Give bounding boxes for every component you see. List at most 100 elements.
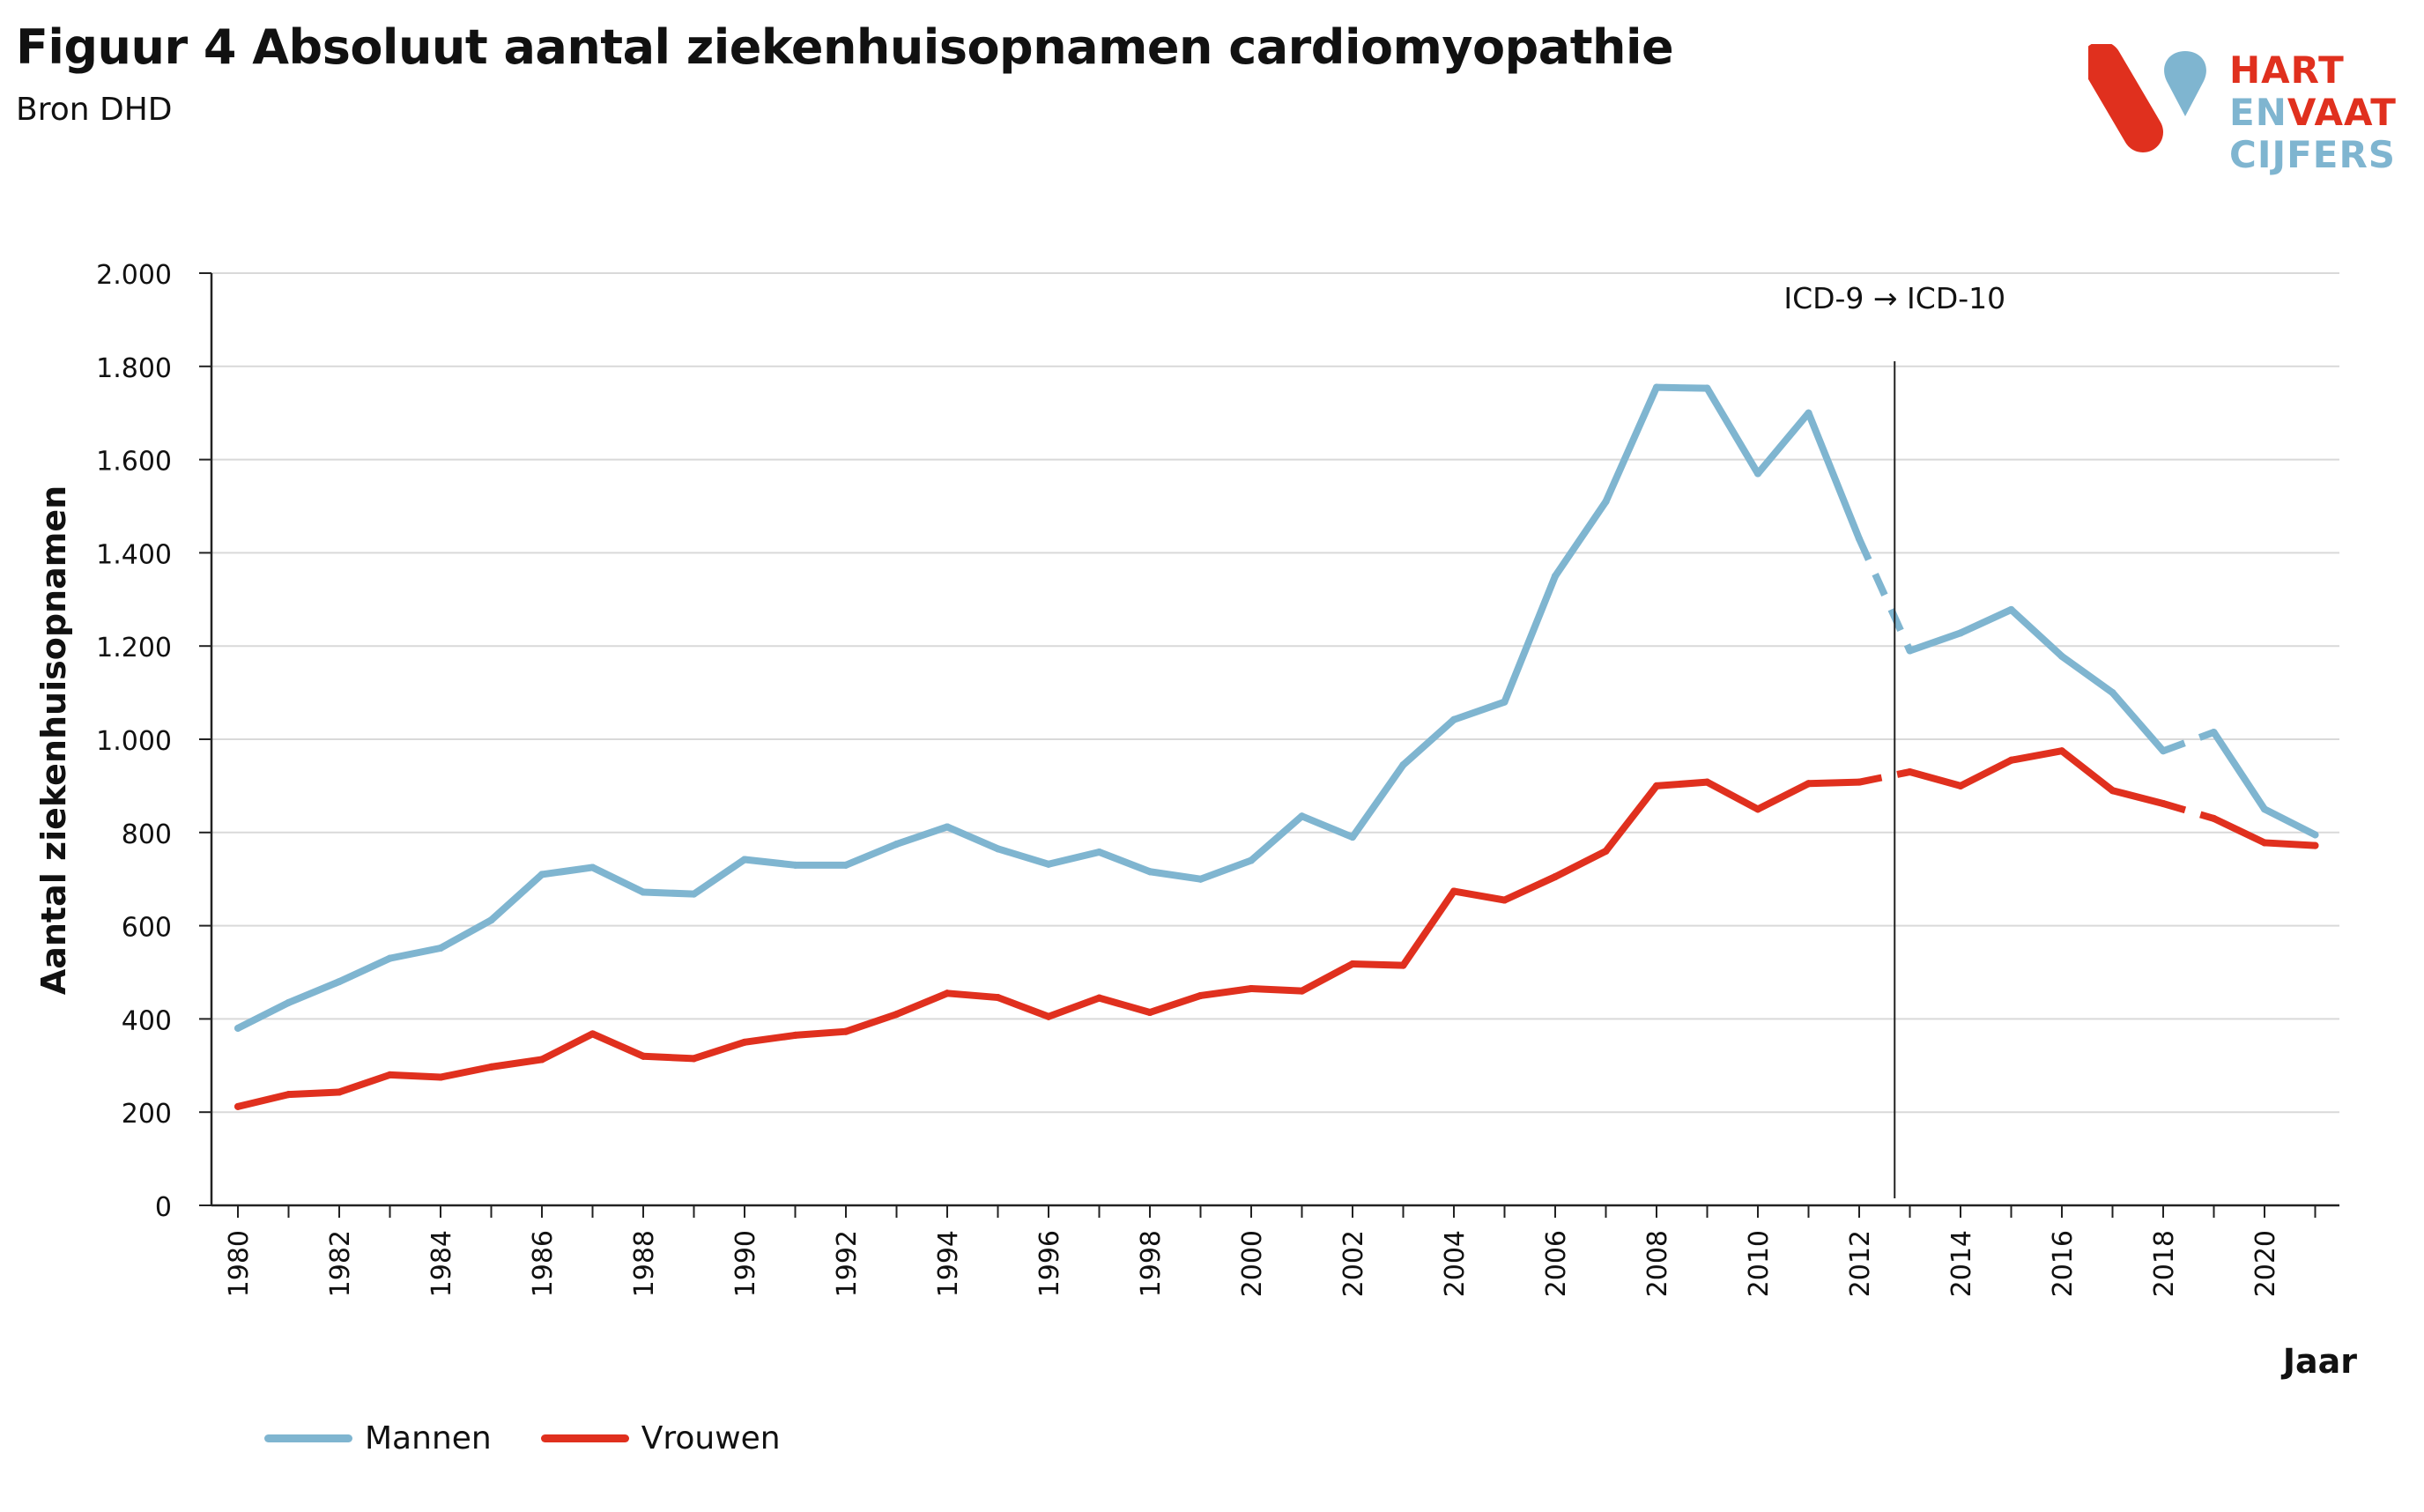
data-point-vrouwen	[1349, 960, 1356, 967]
data-point-vrouwen	[487, 1063, 495, 1071]
data-point-vrouwen	[994, 994, 1002, 1002]
data-point-mannen	[1349, 834, 1356, 841]
series-segment-mannen	[1095, 849, 1153, 876]
data-point-vrouwen	[944, 989, 951, 997]
data-point-mannen	[1552, 572, 1559, 580]
y-tick-label: 0	[155, 1192, 172, 1223]
series-segment-vrouwen	[1957, 756, 2015, 789]
icd-annotation-label: ICD-9 → ICD-10	[1783, 281, 2005, 315]
data-point-mannen	[1602, 498, 1610, 506]
x-tick-label: 1988	[629, 1230, 660, 1297]
series-segment-vrouwen	[336, 1071, 394, 1096]
gridlines	[211, 272, 2339, 1114]
data-point-mannen	[1754, 470, 1761, 478]
series-segment-mannen	[336, 954, 394, 986]
data-point-vrouwen	[741, 1038, 748, 1046]
data-point-vrouwen	[1856, 778, 1863, 786]
y-tick-label: 1.600	[96, 447, 172, 478]
series-segment-mannen	[538, 863, 597, 878]
data-point-vrouwen	[1399, 961, 1407, 969]
data-point-vrouwen	[640, 1052, 647, 1060]
series-segment-mannen	[1754, 409, 1812, 478]
series-segment-mannen	[1906, 629, 1964, 655]
data-point-vrouwen	[1754, 805, 1761, 813]
data-point-vrouwen	[1045, 1012, 1052, 1020]
series-segment-mannen	[842, 841, 901, 869]
data-point-mannen	[1906, 647, 1914, 655]
data-point-vrouwen	[1095, 994, 1103, 1002]
data-point-mannen	[2210, 729, 2218, 737]
series-segment-vrouwen	[538, 1030, 597, 1064]
data-point-vrouwen	[1805, 780, 1812, 788]
data-point-mannen	[741, 856, 748, 863]
data-point-vrouwen	[842, 1027, 849, 1035]
series-segment-vrouwen	[2161, 800, 2215, 822]
y-tick-label: 400	[122, 1005, 172, 1036]
series-segment-mannen	[2109, 689, 2167, 755]
x-tick-label: 1986	[528, 1230, 559, 1297]
data-point-vrouwen	[285, 1091, 293, 1099]
data-point-mannen	[538, 871, 545, 878]
series-segment-vrouwen	[1450, 887, 1509, 904]
logo-text-en: EN	[2229, 91, 2287, 134]
y-tick-label: 1.800	[96, 353, 172, 384]
series-segment-vrouwen	[1552, 847, 1610, 881]
series-segment-mannen	[1146, 868, 1205, 883]
data-point-mannen	[1653, 383, 1660, 391]
series-segment-mannen	[1248, 812, 1306, 864]
series-segment-vrouwen	[487, 1056, 545, 1071]
series-segment-mannen	[1602, 383, 1660, 506]
series-segment-vrouwen	[1501, 873, 1559, 904]
data-point-vrouwen	[2311, 841, 2319, 849]
series-segment-mannen	[1703, 384, 1761, 478]
series-segment-mannen	[2261, 805, 2319, 839]
x-tick-label: 2016	[2048, 1230, 2079, 1297]
series-segment-vrouwen	[842, 1011, 901, 1035]
series-segment-vrouwen	[2058, 747, 2116, 795]
data-point-vrouwen	[1906, 768, 1914, 776]
data-point-vrouwen	[538, 1056, 545, 1064]
series-segment-mannen	[589, 863, 647, 896]
y-tick-label: 600	[122, 913, 172, 944]
series-segment-vrouwen	[1858, 768, 1911, 786]
series-segment-mannen	[2058, 652, 2116, 697]
series-segment-mannen	[2161, 729, 2215, 754]
data-point-vrouwen	[1197, 991, 1205, 999]
data-point-vrouwen	[1450, 887, 1457, 895]
series-segment-vrouwen	[1602, 782, 1660, 855]
data-point-mannen	[1501, 698, 1509, 706]
data-point-vrouwen	[1653, 782, 1660, 789]
x-tick-label: 2008	[1642, 1230, 1673, 1297]
data-point-mannen	[386, 954, 394, 962]
series-segment-vrouwen	[791, 1027, 849, 1039]
x-tick-label: 2010	[1744, 1230, 1775, 1297]
data-point-mannen	[1856, 535, 1863, 543]
x-axis-ticks: 1980 1982 1984 1986 1988 1990 1992 1994 1996 1998…	[224, 1205, 2317, 1297]
data-point-vrouwen	[893, 1011, 901, 1019]
logo-blue-drop	[2164, 51, 2206, 116]
y-tick-label: 1.000	[96, 726, 172, 757]
logo-text-hart: HART	[2229, 48, 2345, 92]
data-point-mannen	[2109, 689, 2116, 697]
series-segment-vrouwen	[1399, 887, 1457, 969]
series-segment-vrouwen	[386, 1071, 444, 1081]
series-segment-vrouwen	[893, 989, 951, 1019]
series-segment-vrouwen	[1703, 778, 1761, 813]
legend-swatch-vrouwen	[540, 1434, 629, 1442]
series-segment-mannen	[285, 978, 343, 1006]
data-point-mannen	[1095, 849, 1103, 856]
data-point-mannen	[1957, 629, 1964, 637]
x-tick-label: 2002	[1338, 1230, 1369, 1297]
chart-source: Bron DHD	[16, 92, 173, 128]
series-segment-vrouwen	[1045, 994, 1103, 1020]
data-point-mannen	[589, 863, 597, 871]
data-point-mannen	[285, 998, 293, 1006]
series-segment-vrouwen	[2261, 839, 2319, 849]
series-segment-mannen	[1653, 383, 1711, 392]
series-segment-mannen	[1501, 572, 1559, 706]
data-point-vrouwen	[1703, 778, 1711, 786]
x-tick-label: 2000	[1237, 1230, 1268, 1297]
x-tick-label: 2012	[1845, 1230, 1876, 1297]
data-point-vrouwen	[2007, 756, 2015, 764]
